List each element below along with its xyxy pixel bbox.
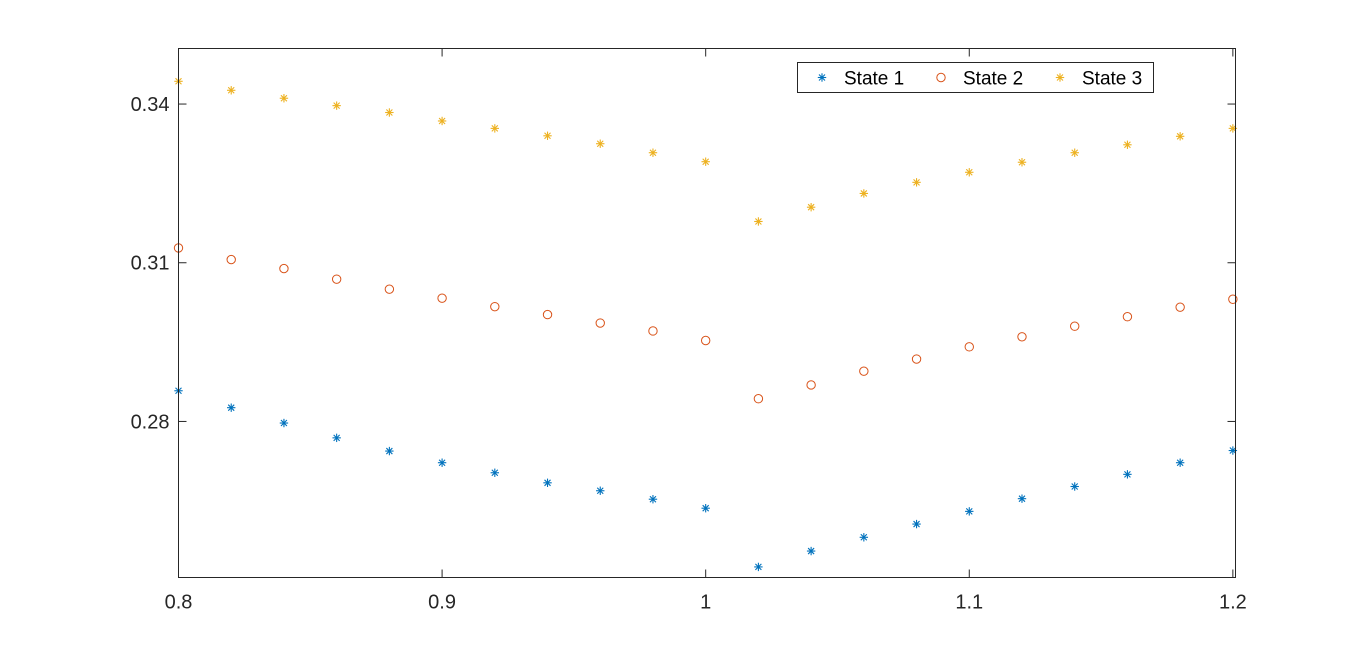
data-point bbox=[331, 274, 342, 284]
x-tick-label: 0.8 bbox=[165, 592, 193, 614]
data-point bbox=[332, 101, 341, 110]
legend-label: State 1 bbox=[844, 69, 904, 90]
y-tick-label: 0.31 bbox=[131, 253, 170, 275]
data-point bbox=[596, 486, 605, 495]
data-point bbox=[595, 318, 605, 328]
data-points bbox=[173, 77, 1238, 572]
data-point bbox=[437, 293, 447, 303]
data-point bbox=[754, 562, 763, 572]
data-point bbox=[648, 148, 658, 157]
data-point bbox=[1070, 148, 1079, 157]
plot-area bbox=[178, 48, 1236, 578]
data-point bbox=[1070, 321, 1080, 331]
data-point bbox=[332, 433, 341, 443]
data-point bbox=[542, 309, 553, 320]
data-point bbox=[437, 458, 447, 467]
x-tick-label: 1.2 bbox=[1219, 592, 1247, 614]
axes-box bbox=[178, 48, 1236, 578]
data-point bbox=[754, 217, 763, 226]
data-point bbox=[543, 478, 552, 488]
x-tick-label: 1.1 bbox=[955, 592, 983, 614]
data-point bbox=[700, 335, 711, 346]
x-tick-label: 0.9 bbox=[428, 592, 456, 614]
data-point bbox=[1070, 482, 1079, 491]
data-point bbox=[965, 507, 974, 516]
data-point bbox=[490, 468, 500, 477]
data-point bbox=[648, 326, 658, 336]
data-point bbox=[753, 393, 764, 404]
legend-marker bbox=[936, 72, 946, 83]
data-point bbox=[227, 86, 236, 95]
legend-marker bbox=[817, 73, 827, 82]
legend-marker bbox=[1055, 73, 1065, 82]
legend-box bbox=[797, 62, 1154, 93]
data-point bbox=[490, 301, 500, 312]
data-point bbox=[596, 139, 605, 148]
legend-label: State 2 bbox=[963, 69, 1023, 90]
data-point bbox=[543, 131, 552, 140]
data-point bbox=[1017, 158, 1027, 167]
series-state-2 bbox=[173, 243, 1238, 404]
data-point bbox=[279, 94, 289, 103]
data-point bbox=[226, 254, 236, 265]
data-point bbox=[1017, 332, 1027, 342]
data-point bbox=[965, 168, 974, 177]
legend-label: State 3 bbox=[1082, 69, 1142, 90]
y-tick-label: 0.34 bbox=[131, 94, 170, 116]
data-point bbox=[806, 203, 816, 212]
data-point bbox=[964, 342, 974, 352]
y-tick-label: 0.28 bbox=[131, 411, 170, 433]
data-point bbox=[1175, 458, 1185, 467]
data-point bbox=[859, 189, 869, 198]
data-point bbox=[701, 504, 710, 513]
data-point bbox=[1228, 294, 1238, 304]
data-point bbox=[859, 533, 869, 542]
data-point bbox=[384, 284, 395, 294]
data-point bbox=[437, 116, 447, 126]
axis-ticks: 0.8 0.9 1 1.1 1.2 0.28 0.31 0.34 bbox=[131, 48, 1247, 614]
data-point bbox=[279, 263, 289, 274]
series-state-1 bbox=[174, 386, 1238, 572]
data-point bbox=[385, 108, 394, 117]
data-point bbox=[911, 354, 922, 364]
data-point bbox=[1123, 140, 1132, 149]
data-point bbox=[1017, 494, 1027, 503]
x-tick-label: 1 bbox=[700, 592, 711, 614]
data-point bbox=[1175, 132, 1185, 141]
data-point bbox=[385, 446, 394, 456]
data-point bbox=[227, 403, 236, 412]
data-point bbox=[701, 157, 710, 166]
data-point bbox=[1122, 312, 1133, 322]
data-point bbox=[912, 178, 921, 187]
data-point bbox=[806, 380, 816, 390]
data-point bbox=[1123, 470, 1132, 479]
data-point bbox=[806, 546, 816, 556]
data-point bbox=[648, 495, 658, 504]
data-point bbox=[859, 366, 869, 376]
data-point bbox=[912, 519, 921, 529]
legend: State 1 State 2 State 3 bbox=[797, 62, 1154, 93]
data-point bbox=[490, 124, 500, 133]
data-point bbox=[1175, 302, 1185, 312]
data-point bbox=[279, 418, 289, 428]
